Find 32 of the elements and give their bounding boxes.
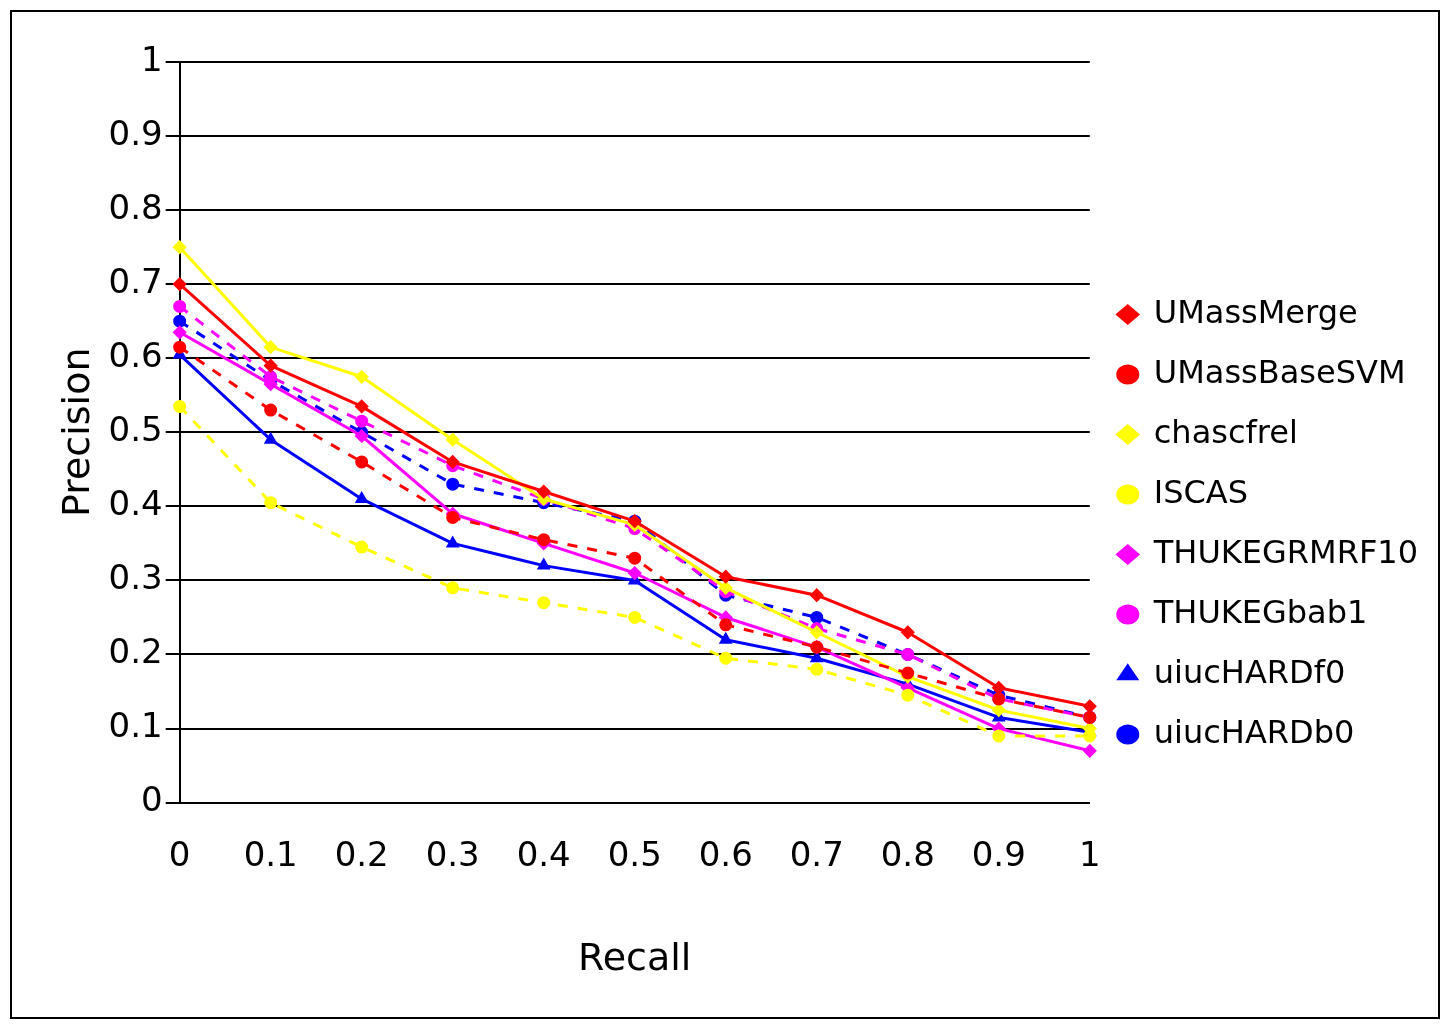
legend-label: ISCAS <box>1153 472 1249 511</box>
y-tick-label: 0.6 <box>108 335 163 376</box>
x-tick-label: 0 <box>168 833 191 874</box>
legend-label: chascfrel <box>1153 412 1298 451</box>
y-axis-title: Precision <box>53 347 98 518</box>
x-tick-label: 0.8 <box>880 833 935 874</box>
legend-label: THUKEGbab1 <box>1152 592 1368 631</box>
legend-label: uiucHARDb0 <box>1153 712 1355 751</box>
y-tick-label: 0.4 <box>108 483 163 524</box>
legend-label: THUKEGRMRF10 <box>1152 532 1418 571</box>
x-tick-label: 0.5 <box>607 833 662 874</box>
legend-label: UMassBaseSVM <box>1153 352 1406 391</box>
legend-label: uiucHARDf0 <box>1153 652 1346 691</box>
y-tick-label: 0.1 <box>108 705 163 746</box>
y-tick-label: 0.8 <box>108 186 163 227</box>
x-tick-label: 0.9 <box>971 833 1026 874</box>
y-tick-label: 0.5 <box>108 409 163 450</box>
y-tick-label: 0.9 <box>108 112 163 153</box>
y-tick-label: 0.2 <box>108 631 163 672</box>
x-tick-label: 0.6 <box>698 833 753 874</box>
x-tick-label: 0.3 <box>425 833 480 874</box>
y-tick-label: 0.7 <box>108 261 163 302</box>
y-tick-label: 0.3 <box>108 557 163 598</box>
legend-label: UMassMerge <box>1153 292 1358 331</box>
x-tick-label: 1 <box>1078 833 1101 874</box>
x-axis-title: Recall <box>578 935 692 980</box>
x-tick-label: 0.7 <box>789 833 844 874</box>
x-tick-label: 0.1 <box>243 833 298 874</box>
x-tick-label: 0.2 <box>334 833 389 874</box>
y-tick-label: 1 <box>141 38 163 79</box>
y-tick-label: 0 <box>141 779 163 820</box>
x-tick-label: 0.4 <box>516 833 571 874</box>
